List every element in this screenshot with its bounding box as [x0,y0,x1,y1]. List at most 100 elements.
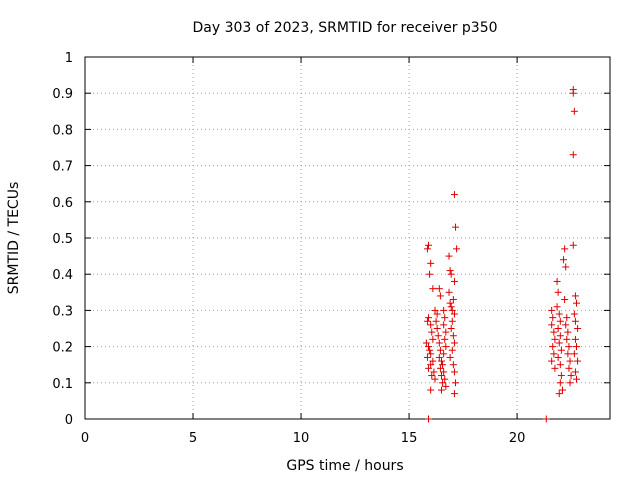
data-point [425,314,433,322]
y-tick-label: 0.4 [52,268,73,283]
data-point [440,306,448,314]
data-point [554,325,562,332]
data-point [434,332,442,340]
grid [85,57,610,419]
data-point [427,350,435,358]
data-point [429,335,437,343]
data-point [428,328,436,336]
data-point [437,357,445,365]
data-point [569,241,577,249]
data-point [426,270,434,278]
data-point [556,332,564,340]
data-point [563,335,571,343]
data-point [422,339,430,347]
data-point [560,256,568,264]
data-point [573,343,581,351]
data-point [561,296,569,304]
data-point [557,372,565,380]
data-point [425,241,433,249]
data-point [571,368,579,376]
data-point [565,364,573,372]
data-point [570,350,578,358]
x-axis-label: GPS time / hours [286,458,403,474]
data-point [423,245,431,253]
data-point [439,379,447,387]
data-point [566,379,574,387]
data-point [423,317,431,325]
y-tick-label: 0.6 [52,196,73,211]
data-point [551,335,559,343]
y-tick-label: 0 [65,413,73,428]
y-tick-label: 0.2 [52,341,73,356]
data-point [442,343,450,351]
data-point [553,277,561,285]
x-tick-label: 10 [293,431,310,446]
x-tick-label: 0 [81,431,89,446]
data-point [570,310,578,318]
data-point [447,303,455,311]
data-point [435,353,443,361]
data-point [557,346,565,354]
data-point [447,270,455,278]
data-point [433,325,441,332]
data-points [422,86,582,423]
data-point [441,335,449,343]
y-tick-label: 0.5 [52,232,73,247]
data-point [429,357,437,365]
data-point [449,296,457,304]
data-point [431,306,439,314]
data-point [550,350,558,358]
data-point [450,310,458,318]
x-tick-label: 20 [509,431,526,446]
data-point [449,332,457,340]
data-point [445,252,453,260]
data-point [425,415,433,423]
data-point [433,310,441,318]
data-point [436,292,444,300]
data-point [561,245,569,253]
data-point [452,379,460,387]
data-point [440,321,448,329]
data-point [441,375,449,383]
data-point [570,107,578,115]
data-point [431,375,439,383]
axis-ticks: 00.10.20.30.40.50.60.70.80.910 5 10 15 20 [52,51,610,446]
data-point [574,325,582,332]
data-point [554,288,562,296]
data-point [453,245,461,253]
data-point [439,361,447,369]
data-point [432,317,440,325]
data-point [548,321,556,329]
data-point [442,328,450,336]
data-point [450,390,458,398]
data-point [563,314,571,322]
data-point [429,285,437,293]
data-point [428,372,436,380]
data-point [548,306,556,314]
data-point [449,361,457,369]
data-point [564,328,572,336]
data-point [555,390,563,398]
data-point [423,353,431,361]
data-point [426,346,434,354]
y-tick-label: 0.7 [52,160,73,175]
x-tick-label: 5 [189,431,197,446]
data-point [550,328,558,336]
data-point [549,343,557,351]
data-point [427,321,435,329]
data-point [565,343,573,351]
y-axis-label: SRMTID / TECUs [6,182,22,295]
data-point [564,350,572,358]
data-point [437,386,445,394]
data-point [553,303,561,311]
data-point [447,325,455,332]
data-point [562,263,570,271]
data-point [448,306,456,314]
data-point [448,317,456,325]
data-point [427,361,435,369]
data-point [555,310,563,318]
data-point [446,267,454,275]
data-point [450,277,458,285]
data-point [569,151,577,159]
